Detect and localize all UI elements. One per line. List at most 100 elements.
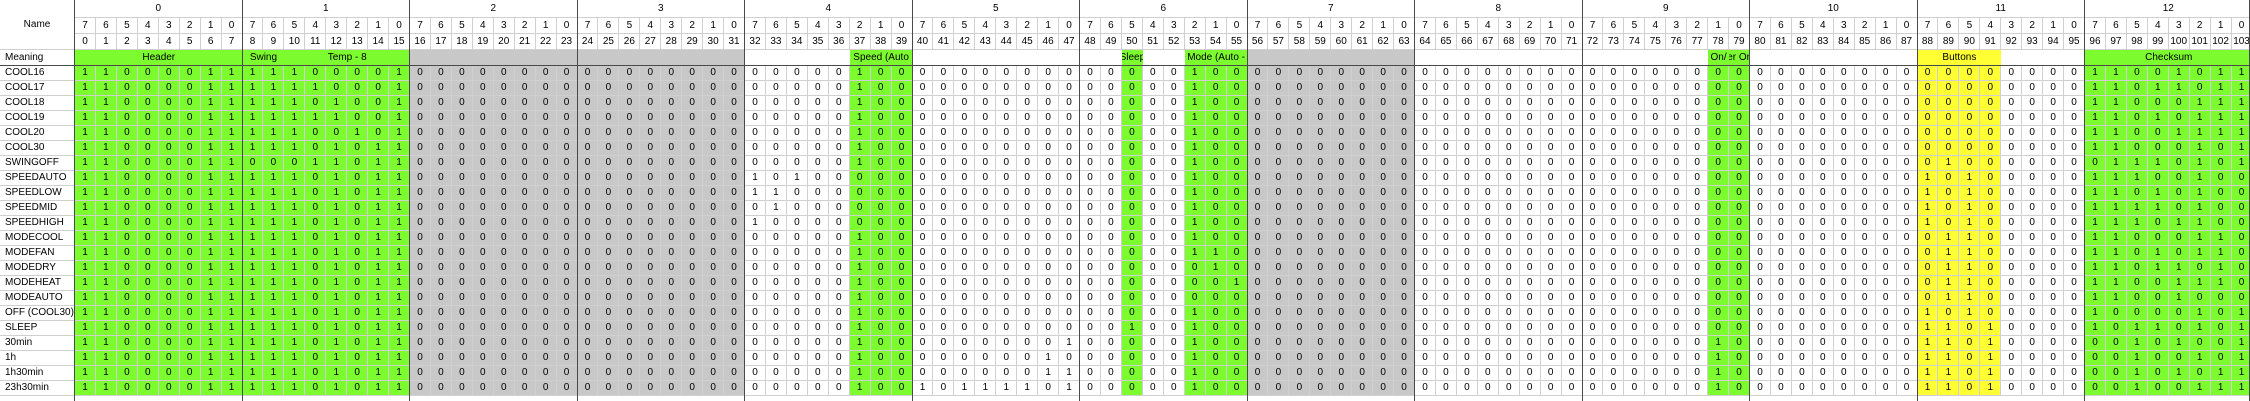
bit-value: 0 (1854, 186, 1876, 201)
bit-value: 0 (1059, 291, 1080, 306)
bit-value: 0 (2043, 216, 2065, 231)
bit-value: 0 (2001, 201, 2023, 216)
bit-value: 0 (577, 366, 599, 381)
bit-value: 0 (1812, 321, 1834, 336)
bit-value: 0 (2147, 171, 2169, 186)
bit-value: 0 (1896, 261, 1918, 276)
bit-value: 0 (703, 261, 725, 276)
bit-value: 1 (326, 366, 348, 381)
bit-value: 0 (1896, 276, 1918, 291)
bit-index: 33 (765, 34, 787, 50)
bit-value: 0 (1729, 156, 1750, 171)
bit-value: 0 (179, 171, 201, 186)
bit-value: 0 (1791, 231, 1813, 246)
bit-value: 1 (2189, 216, 2211, 231)
bit-value: 0 (577, 336, 599, 351)
bit-index: 70 (1540, 34, 1562, 50)
bit-value: 0 (1687, 141, 1709, 156)
bit-index: 86 (1875, 34, 1897, 50)
row-name: 1h30min (0, 366, 75, 381)
bit-position: 4 (137, 18, 159, 34)
bit-value: 0 (2022, 276, 2044, 291)
bit-position: 0 (1059, 18, 1080, 34)
bit-value: 0 (891, 126, 913, 141)
bit-value: 0 (305, 306, 327, 321)
bit-value: 0 (1540, 366, 1562, 381)
bit-value: 0 (1289, 231, 1311, 246)
bit-value: 0 (828, 246, 850, 261)
bit-value: 0 (1289, 306, 1311, 321)
bit-position: 0 (1561, 18, 1583, 34)
byte-separator (1414, 0, 1415, 401)
bit-value: 0 (996, 261, 1018, 276)
bit-value: 0 (472, 351, 494, 366)
row-name: 30min (0, 336, 75, 351)
bit-value: 0 (703, 141, 725, 156)
bit-value: 1 (75, 261, 96, 276)
bit-value: 0 (1561, 321, 1583, 336)
bit-value: 0 (1896, 231, 1918, 246)
bit-value: 1 (1959, 261, 1981, 276)
bit-value: 0 (954, 66, 976, 81)
bit-value: 0 (1938, 171, 1960, 186)
bit-value: 1 (849, 81, 871, 96)
bit-value: 0 (996, 216, 1018, 231)
bit-value: 1 (75, 66, 96, 81)
bit-value: 1 (1980, 336, 2002, 351)
bit-value: 0 (2064, 126, 2085, 141)
bit-value: 1 (2085, 171, 2106, 186)
row-name: COOL19 (0, 111, 75, 126)
bit-value: 0 (1540, 246, 1562, 261)
bit-value: 1 (2105, 261, 2127, 276)
bit-value: 1 (2210, 126, 2232, 141)
bit-value: 0 (619, 141, 641, 156)
bit-value: 0 (765, 366, 787, 381)
byte-separator (1582, 0, 1583, 401)
bit-index: 80 (1750, 34, 1771, 50)
bit-value: 0 (410, 351, 431, 366)
bit-value: 0 (891, 201, 913, 216)
bit-value: 0 (1415, 306, 1436, 321)
bit-value: 1 (1184, 216, 1206, 231)
bit-value: 0 (954, 246, 976, 261)
bit-value: 0 (158, 96, 180, 111)
bit-value: 0 (451, 171, 473, 186)
bit-value: 0 (1100, 96, 1122, 111)
bit-value: 0 (1373, 141, 1395, 156)
bit-value: 0 (828, 306, 850, 321)
bit-value: 0 (1624, 201, 1646, 216)
bit-value: 0 (116, 276, 138, 291)
bit-value: 0 (1833, 216, 1855, 231)
bit-value: 0 (703, 366, 725, 381)
bit-value: 0 (975, 126, 997, 141)
bit-value: 1 (2147, 201, 2169, 216)
bit-value: 0 (1770, 216, 1792, 231)
bit-value: 0 (535, 351, 557, 366)
bit-value: 1 (221, 336, 243, 351)
bit-value: 0 (1059, 171, 1080, 186)
row-name: MODEDRY (0, 261, 75, 276)
bit-value: 1 (2189, 276, 2211, 291)
bit-value: 0 (1038, 261, 1060, 276)
bit-value: 0 (954, 231, 976, 246)
bit-value: 0 (2085, 381, 2106, 396)
bit-value: 1 (263, 216, 285, 231)
bit-value: 0 (786, 141, 808, 156)
bit-value: 0 (137, 111, 159, 126)
bit-value: 0 (2001, 126, 2023, 141)
bit-value: 0 (2001, 156, 2023, 171)
bit-value: 0 (1540, 321, 1562, 336)
bit-value: 0 (1540, 231, 1562, 246)
bit-value: 0 (451, 126, 473, 141)
bit-value: 0 (765, 246, 787, 261)
bit-value: 0 (116, 306, 138, 321)
bit-value: 0 (1812, 306, 1834, 321)
bit-value: 0 (661, 366, 683, 381)
bit-value: 0 (451, 276, 473, 291)
field-meaning: Header (75, 50, 243, 66)
bit-value: 0 (577, 81, 599, 96)
bit-position: 2 (514, 18, 536, 34)
bit-value: 0 (912, 216, 934, 231)
bit-value: 0 (870, 156, 892, 171)
bit-value: 0 (305, 141, 327, 156)
